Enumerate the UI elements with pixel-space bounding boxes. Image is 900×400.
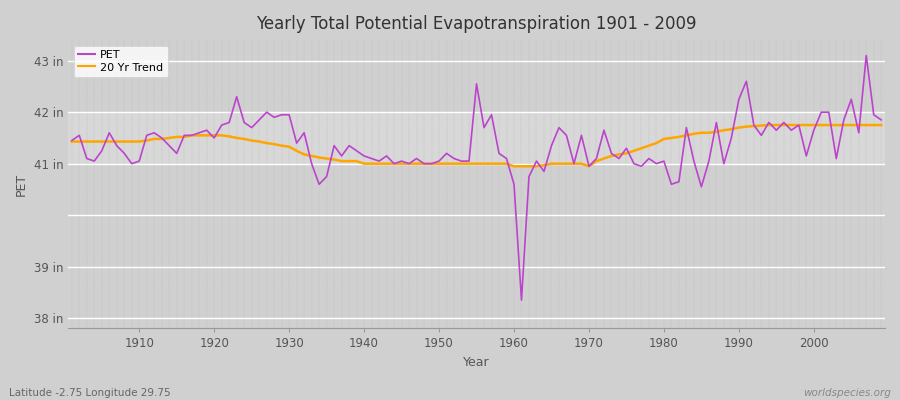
20 Yr Trend (763, 123, 774, 128)
PET (516, 298, 526, 302)
Text: worldspecies.org: worldspecies.org (803, 388, 891, 398)
X-axis label: Year: Year (464, 356, 490, 369)
PET (508, 182, 519, 187)
20 Yr Trend (508, 164, 519, 169)
20 Yr Trend (606, 154, 616, 158)
20 Yr Trend (337, 159, 347, 164)
PET (861, 53, 872, 58)
20 Yr Trend (876, 123, 886, 128)
Text: Latitude -2.75 Longitude 29.75: Latitude -2.75 Longitude 29.75 (9, 388, 171, 398)
Line: PET: PET (72, 56, 881, 300)
Title: Yearly Total Potential Evapotranspiration 1901 - 2009: Yearly Total Potential Evapotranspiratio… (256, 15, 697, 33)
20 Yr Trend (501, 161, 512, 166)
PET (292, 141, 302, 146)
PET (606, 151, 616, 156)
PET (337, 154, 347, 158)
Bar (68, 112, 885, 164)
20 Yr Trend (126, 139, 137, 144)
PET (126, 161, 137, 166)
PET (67, 138, 77, 143)
PET (501, 156, 512, 161)
PET (876, 118, 886, 122)
20 Yr Trend (516, 164, 526, 169)
20 Yr Trend (67, 139, 77, 144)
20 Yr Trend (292, 148, 302, 153)
Line: 20 Yr Trend: 20 Yr Trend (72, 125, 881, 166)
Y-axis label: PET: PET (15, 173, 28, 196)
Legend: PET, 20 Yr Trend: PET, 20 Yr Trend (74, 46, 167, 77)
